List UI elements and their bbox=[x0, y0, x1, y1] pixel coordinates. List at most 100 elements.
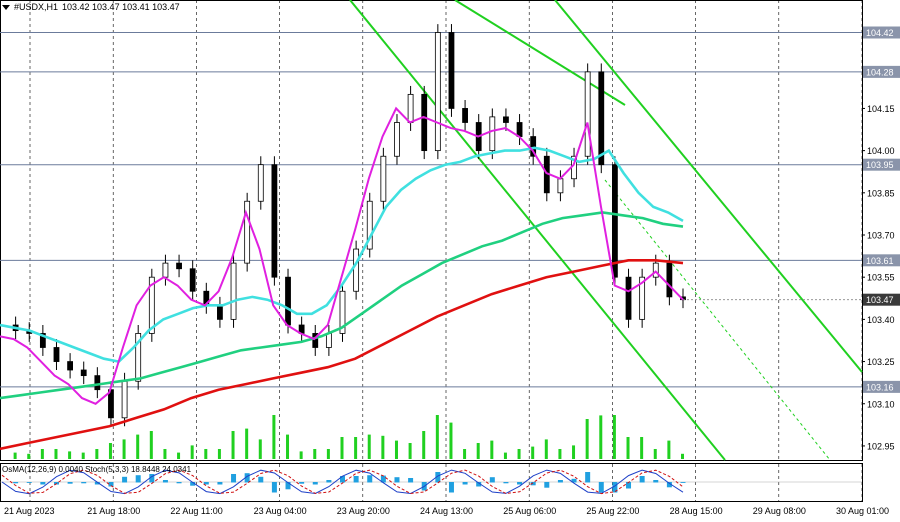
osma-bar bbox=[244, 473, 250, 483]
osma-bar bbox=[122, 476, 128, 483]
price-tick-label: 103.40 bbox=[867, 315, 895, 325]
osma-bar bbox=[653, 480, 659, 483]
candle-body bbox=[353, 248, 360, 292]
volume-bars bbox=[13, 415, 684, 459]
channel-line bbox=[349, 0, 726, 461]
osma-bar bbox=[598, 482, 604, 493]
volume-bar bbox=[163, 449, 167, 459]
osma-bar bbox=[271, 482, 277, 493]
osma-bar bbox=[571, 478, 577, 483]
osma-bar bbox=[231, 474, 237, 483]
oscillator-title: OsMA(12,26,9) 0.0040 Stoch(5,3,3) 18.844… bbox=[2, 465, 192, 474]
oscillator-frame bbox=[0, 463, 863, 502]
volume-bar bbox=[517, 449, 521, 459]
volume-bar bbox=[531, 446, 535, 459]
time-tick-label: 25 Aug 06:00 bbox=[503, 506, 556, 516]
moving-averages bbox=[0, 24, 862, 451]
ma-long-line bbox=[0, 258, 684, 451]
volume-bar bbox=[422, 431, 426, 459]
osma-bar bbox=[557, 480, 563, 483]
volume-bar bbox=[626, 437, 630, 459]
candle-body bbox=[257, 164, 264, 202]
price-tick-label: 103.61 bbox=[866, 256, 894, 266]
osma-bar bbox=[162, 480, 168, 483]
volume-bar bbox=[190, 445, 194, 459]
volume-bar bbox=[394, 440, 398, 459]
osma-bar bbox=[503, 482, 509, 484]
time-tick-label: 22 Aug 11:00 bbox=[170, 506, 222, 516]
chart-grid bbox=[0, 0, 863, 502]
candle-body bbox=[39, 333, 46, 348]
candle-body bbox=[434, 32, 441, 152]
candle-body bbox=[421, 93, 428, 152]
candle-body bbox=[639, 276, 646, 320]
osma-bar bbox=[13, 482, 19, 484]
candle-body bbox=[217, 304, 223, 320]
volume-bar bbox=[122, 439, 126, 459]
level-price-tag bbox=[863, 158, 900, 171]
osma-bar bbox=[217, 482, 223, 485]
candle-body bbox=[339, 290, 346, 334]
osma-bar bbox=[448, 482, 454, 493]
level-price-tag bbox=[863, 380, 900, 393]
volume-bar bbox=[599, 415, 603, 459]
volume-bar bbox=[476, 443, 480, 459]
ma-slow-line bbox=[0, 211, 684, 400]
osma-bar bbox=[108, 482, 114, 487]
volume-bar bbox=[640, 437, 644, 459]
volume-bar bbox=[313, 449, 317, 459]
volume-bar bbox=[612, 415, 616, 459]
time-axis: 21 Aug 2023 21 Aug 18:00 22 Aug 11:00 23 Au… bbox=[4, 506, 889, 516]
channel-projection-line bbox=[604, 179, 831, 461]
volume-bar bbox=[503, 452, 507, 459]
candle-body bbox=[148, 276, 155, 334]
osma-bar bbox=[190, 482, 196, 486]
osma-bar bbox=[40, 482, 46, 485]
osma-bar bbox=[326, 480, 332, 483]
osma-bar bbox=[435, 472, 441, 483]
volume-bar bbox=[286, 434, 290, 459]
osma-bar bbox=[462, 482, 468, 485]
volume-bar bbox=[81, 452, 85, 459]
level-price-tag bbox=[863, 26, 900, 39]
candle-body bbox=[489, 116, 496, 152]
trend-channel bbox=[349, 0, 863, 461]
osma-bar bbox=[585, 472, 591, 483]
osma-bar bbox=[367, 475, 373, 483]
candle-body bbox=[312, 333, 319, 348]
volume-bar bbox=[54, 449, 58, 459]
candle-body bbox=[325, 333, 332, 348]
osma-bar bbox=[26, 482, 32, 483]
volume-bar bbox=[326, 449, 330, 459]
candle-body bbox=[53, 347, 60, 362]
volume-bar bbox=[231, 431, 235, 459]
osma-bar bbox=[380, 475, 386, 483]
candle-body bbox=[407, 93, 414, 123]
osma-bar bbox=[517, 482, 523, 485]
osma-bar bbox=[394, 477, 400, 483]
volume-bar bbox=[367, 434, 371, 459]
candle-body bbox=[448, 32, 455, 109]
price-tick-label: 103.47 bbox=[866, 295, 894, 305]
osma-bar bbox=[81, 482, 87, 484]
volume-bar bbox=[463, 449, 467, 459]
candle-body bbox=[557, 178, 564, 194]
price-tick-label: 103.25 bbox=[867, 357, 895, 367]
osma-bar bbox=[149, 474, 155, 483]
candle-body bbox=[108, 389, 114, 419]
osma-bar bbox=[94, 482, 100, 485]
oscillator-panel bbox=[0, 469, 862, 495]
chevron-down-icon[interactable] bbox=[2, 5, 10, 11]
volume-bar bbox=[354, 437, 358, 459]
volume-bar bbox=[572, 445, 576, 459]
candle-body bbox=[94, 375, 101, 391]
candle-body bbox=[80, 369, 87, 377]
channel-line bbox=[454, 0, 626, 106]
volume-bar bbox=[136, 434, 140, 459]
stoch-signal-line bbox=[1, 469, 684, 495]
ma-fast-line bbox=[0, 106, 684, 405]
volume-bar bbox=[204, 449, 208, 459]
plot-frame bbox=[0, 0, 863, 461]
candle-body bbox=[394, 122, 400, 157]
time-tick-label: 21 Aug 18:00 bbox=[87, 506, 140, 516]
